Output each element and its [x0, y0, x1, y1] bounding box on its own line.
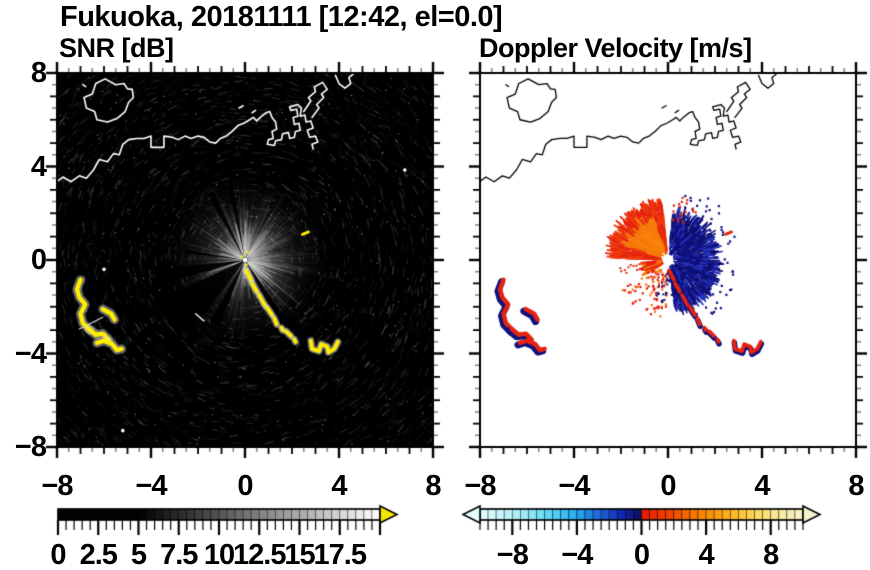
snr-x-tick-label: −8 — [41, 470, 73, 502]
velocity-colorbar-label: 4 — [698, 539, 715, 570]
figure-title: Fukuoka, 20181111 [12:42, el=0.0] — [60, 1, 503, 33]
velocity-colorbar-label: 8 — [763, 539, 779, 570]
snr-y-tick-label: 0 — [30, 244, 47, 276]
velocity-x-tick-label: 4 — [754, 470, 770, 502]
snr-y-tick-label: −4 — [14, 337, 47, 370]
velocity-colorbar-label: −8 — [496, 539, 529, 570]
velocity-x-tick-label: 0 — [660, 470, 676, 502]
velocity-x-tick-label: −4 — [558, 470, 590, 502]
velocity-x-tick-label: −8 — [464, 470, 496, 502]
velocity-colorbar-label: 0 — [633, 539, 650, 570]
velocity-colorbar-canvas — [460, 503, 850, 543]
velocity-x-tick-label: 8 — [848, 470, 864, 502]
velocity-colorbar-label: −4 — [561, 539, 593, 570]
snr-y-tick-label: −8 — [14, 431, 47, 463]
snr-colorbar-label: 2.5 — [79, 539, 118, 570]
snr-colorbar-label: 5 — [130, 539, 147, 570]
snr-colorbar-label: 12.5 — [233, 539, 286, 570]
snr-plot-canvas — [42, 58, 452, 468]
snr-colorbar-label: 15 — [284, 539, 315, 570]
velocity-plot-canvas — [465, 58, 870, 468]
snr-colorbar-canvas — [40, 503, 420, 543]
snr-x-tick-label: 8 — [425, 470, 441, 502]
snr-x-tick-label: −4 — [135, 470, 167, 502]
snr-x-tick-label: 4 — [331, 470, 347, 502]
snr-colorbar-label: 10 — [203, 539, 235, 570]
snr-x-tick-label: 0 — [237, 470, 253, 502]
snr-y-tick-label: 4 — [30, 150, 47, 183]
snr-colorbar-label: 7.5 — [160, 539, 198, 570]
snr-y-tick-label: 8 — [30, 57, 47, 89]
snr-colorbar-label: 0 — [50, 539, 66, 570]
snr-colorbar-label: 17.5 — [313, 539, 367, 570]
